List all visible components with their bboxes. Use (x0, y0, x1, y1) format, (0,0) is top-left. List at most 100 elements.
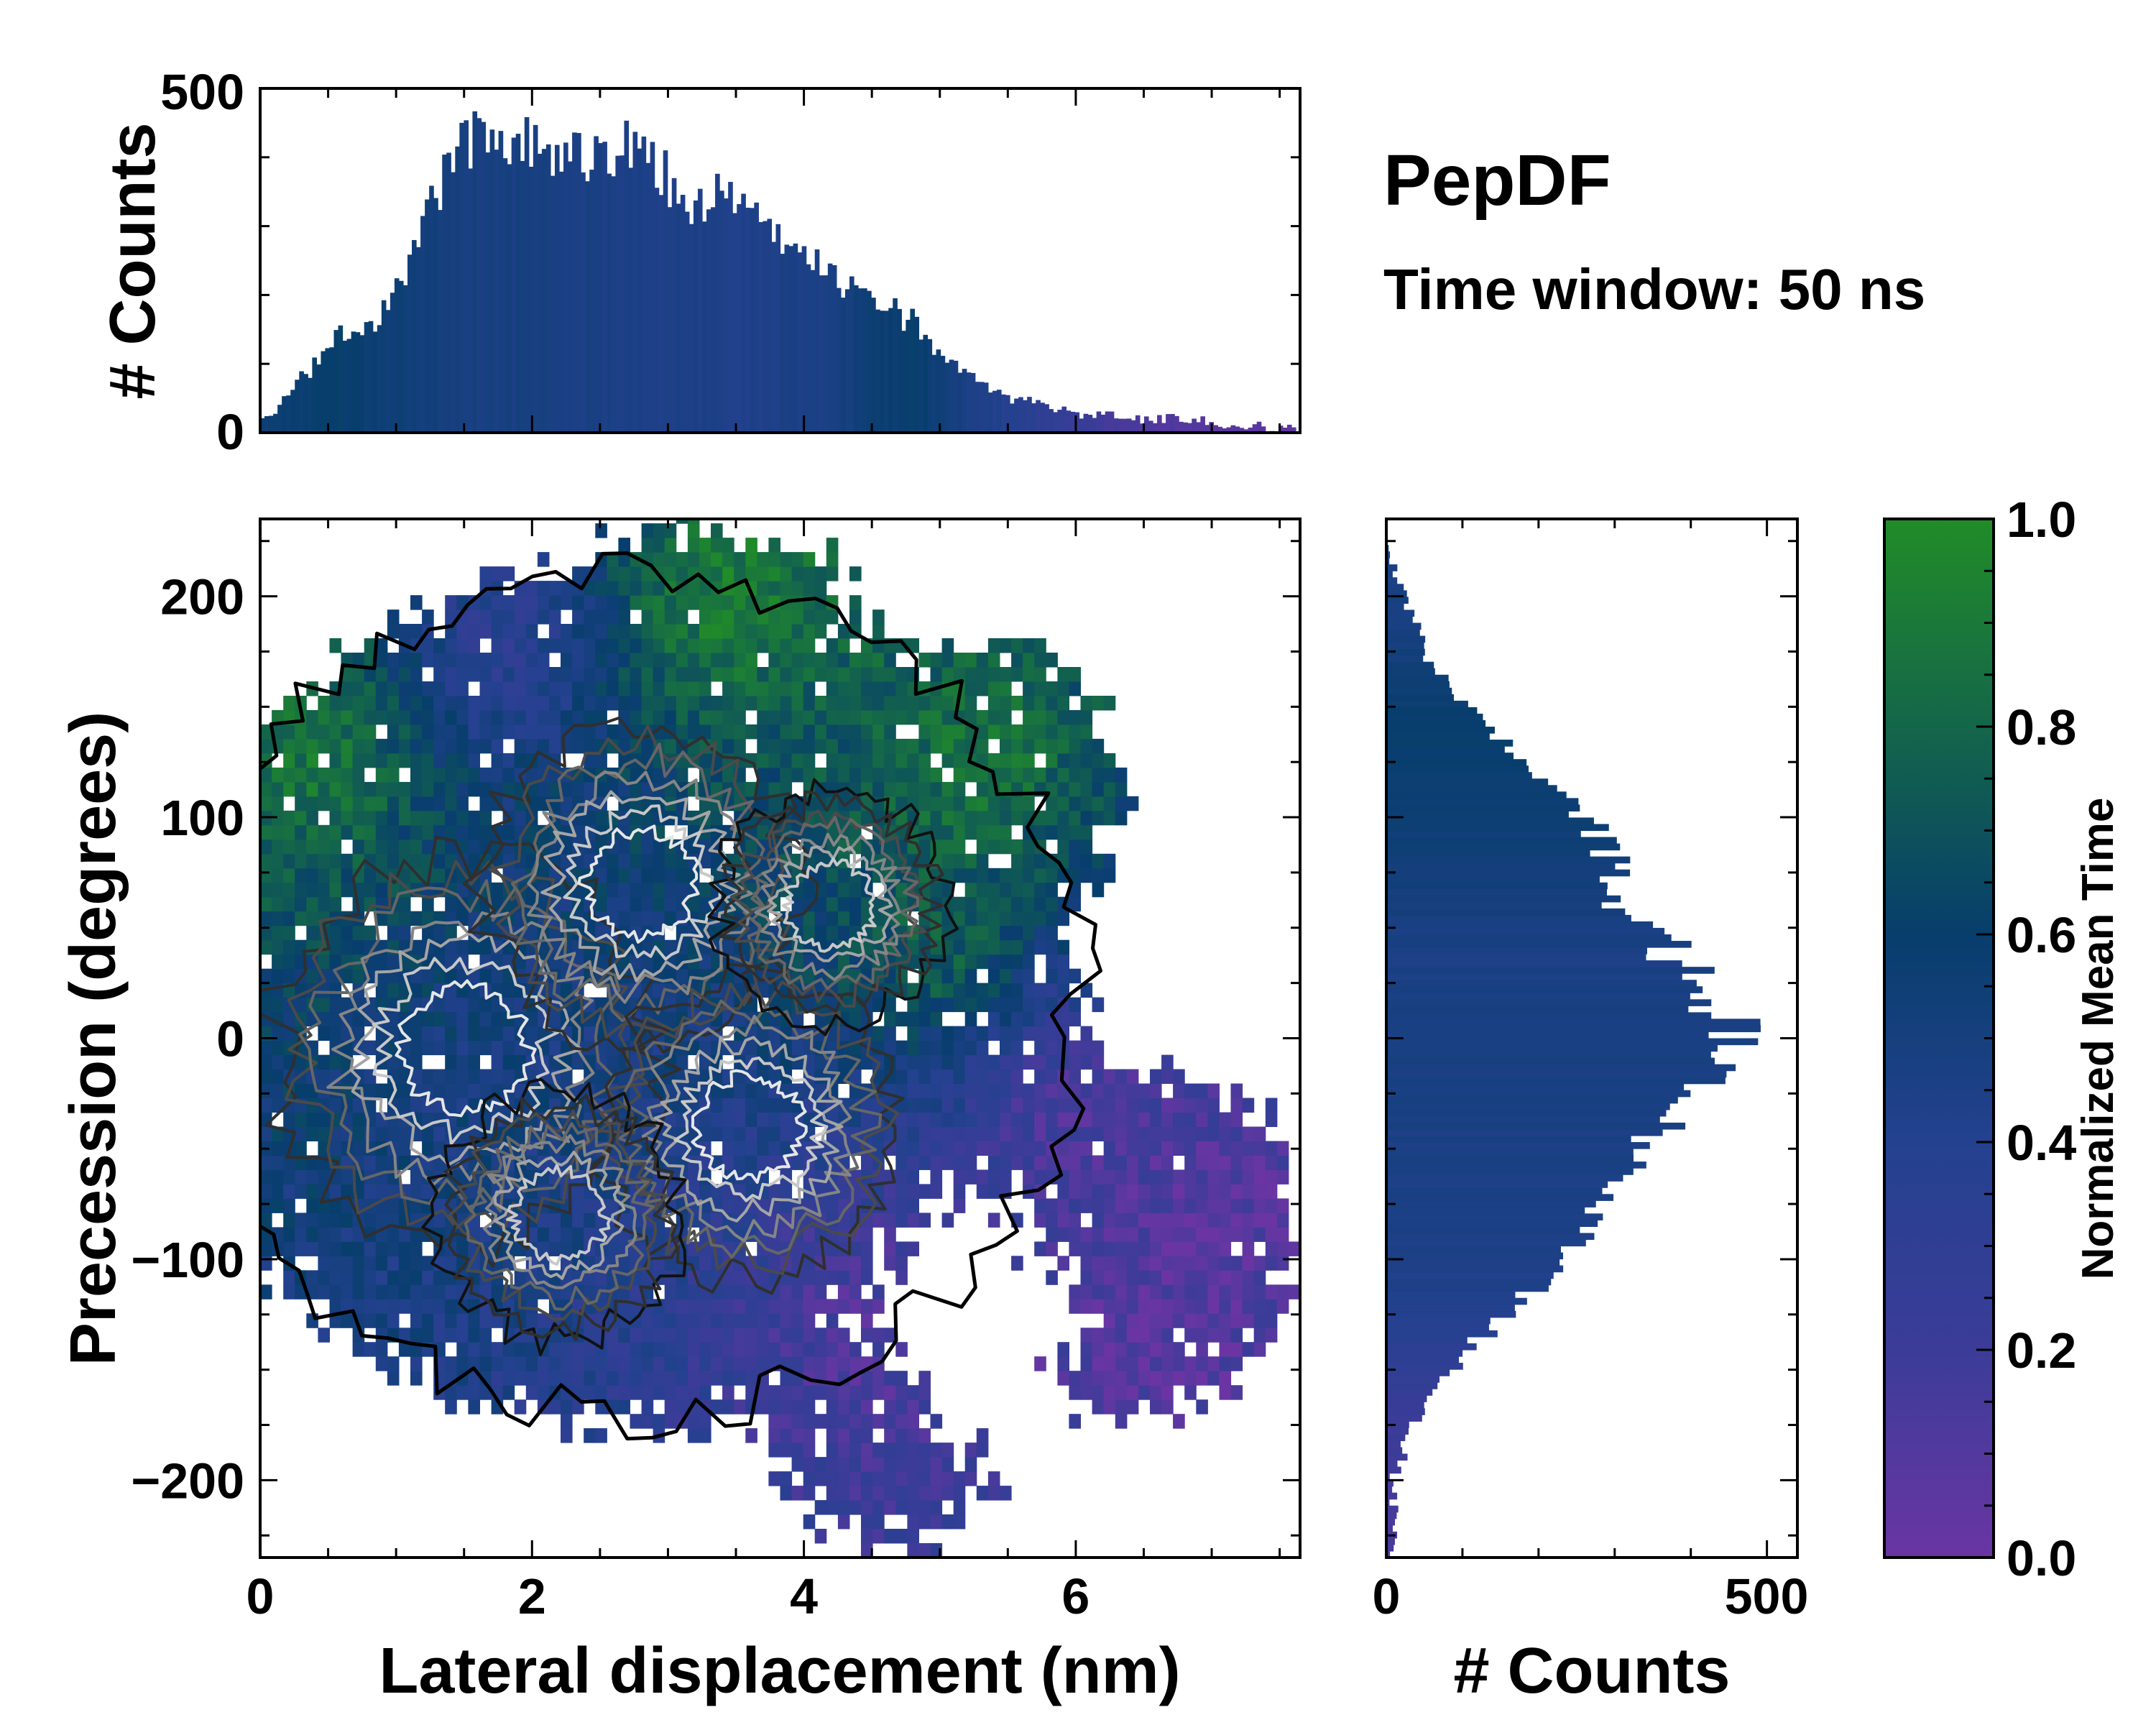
heatmap-cell (872, 1371, 885, 1386)
heatmap-cell (306, 925, 318, 941)
heatmap-cell (1150, 1184, 1162, 1199)
heatmap-cell (941, 638, 954, 653)
heatmap-cell (1265, 1198, 1278, 1213)
heatmap-cell (1057, 1213, 1069, 1228)
heatmap-cell (745, 1141, 757, 1156)
heatmap-cell (352, 738, 365, 754)
heatmap-cell (618, 1356, 630, 1371)
outer-contour (260, 551, 1102, 1441)
heatmap-cell (295, 1213, 307, 1228)
heatmap-cell (987, 1026, 1000, 1041)
heatmap-cell (1057, 1256, 1069, 1271)
density-contour (750, 816, 919, 991)
heatmap-cell (664, 709, 677, 725)
heatmap-cell (930, 1011, 943, 1027)
heatmap-cell (757, 1241, 769, 1256)
right-histogram-bar (1386, 629, 1420, 637)
heatmap-cell (837, 1486, 850, 1501)
heatmap-cell (907, 1414, 919, 1429)
heatmap-cell (1080, 1270, 1093, 1285)
heatmap-cell (341, 1169, 354, 1184)
heatmap-cell (352, 939, 365, 955)
right-histogram-bar (1386, 746, 1505, 753)
heatmap-cell (918, 653, 931, 668)
top-histogram-bar (1130, 420, 1136, 433)
heatmap-cell (803, 724, 816, 740)
heatmap-cell (1034, 997, 1046, 1013)
heatmap-cell (676, 1313, 688, 1328)
top-histogram-bar (429, 185, 434, 433)
heatmap-cell (272, 839, 284, 855)
heatmap-cell (630, 581, 642, 596)
heatmap-cell (907, 1213, 919, 1228)
heatmap-cell (1138, 1299, 1151, 1314)
heatmap-cell (699, 1328, 711, 1343)
heatmap-cell (722, 1112, 734, 1127)
heatmap-cell (826, 1356, 839, 1371)
top-histogram-bar (719, 190, 724, 433)
heatmap-cell (757, 681, 769, 696)
top-histogram-bar (394, 278, 400, 433)
heatmap-cell (468, 824, 480, 840)
heatmap-cell (884, 709, 896, 725)
top-histogram-bar (568, 161, 573, 433)
heatmap-cell (445, 1385, 457, 1400)
heatmap-cell (641, 681, 654, 696)
heatmap-cell (1080, 753, 1093, 768)
colorbar-ticks (1976, 518, 1994, 1559)
heatmap-cell (272, 882, 284, 898)
heatmap-cell (1034, 738, 1046, 754)
heatmap-cell (1034, 681, 1046, 696)
heatmap-cell (1046, 1270, 1058, 1285)
heatmap-cell (987, 638, 1000, 653)
heatmap-cell (941, 1443, 954, 1458)
heatmap-cell (734, 1213, 746, 1228)
heatmap-cell (1126, 1126, 1139, 1141)
heatmap-cell (630, 1356, 642, 1371)
heatmap-cell (548, 1213, 561, 1228)
top-histogram-bar (1109, 411, 1115, 433)
heatmap-cell (768, 1399, 780, 1414)
heatmap-cell (1207, 1227, 1220, 1242)
right-histogram-bar (1386, 661, 1434, 669)
heatmap-cell (1034, 882, 1046, 898)
heatmap-cell (1219, 1313, 1232, 1328)
heatmap-cell (352, 667, 365, 682)
right-histogram-bar (1386, 973, 1682, 980)
heatmap-cell (1173, 1284, 1185, 1300)
heatmap-cell (445, 1069, 457, 1084)
heatmap-cell (1115, 1414, 1128, 1429)
heatmap-cell (930, 738, 943, 754)
heatmap-cell (1184, 1299, 1197, 1314)
heatmap-cell (1207, 1299, 1220, 1314)
heatmap-cell (1034, 925, 1046, 941)
heatmap-cell (375, 1155, 388, 1170)
top-histogram-bar (854, 285, 859, 433)
heatmap-cell (607, 624, 619, 639)
heatmap-cell (941, 667, 954, 682)
heatmap-cell (699, 882, 711, 898)
heatmap-cell (953, 724, 966, 740)
heatmap-cell (422, 911, 434, 926)
heatmap-cell (387, 709, 400, 725)
heatmap-cell (422, 1299, 434, 1314)
heatmap-cell (1023, 753, 1035, 768)
heatmap-cell (618, 667, 630, 682)
heatmap-cell (595, 667, 607, 682)
heatmap-cell (1138, 1356, 1151, 1371)
heatmap-cell (341, 753, 354, 768)
heatmap-cell (780, 1313, 793, 1328)
heatmap-cell (306, 1213, 318, 1228)
heatmap-cell (791, 767, 804, 783)
heatmap-cell (1046, 882, 1058, 898)
heatmap-cell (537, 1098, 550, 1113)
heatmap-cell (884, 1069, 896, 1084)
heatmap-cell (722, 709, 734, 725)
heatmap-cell (1023, 724, 1035, 740)
heatmap-cell (306, 1169, 318, 1184)
heatmap-cell (456, 624, 469, 639)
heatmap-cell (630, 1342, 642, 1357)
right-histogram-bar (1386, 648, 1425, 656)
heatmap-cell (502, 624, 515, 639)
heatmap-cell (745, 1342, 757, 1357)
